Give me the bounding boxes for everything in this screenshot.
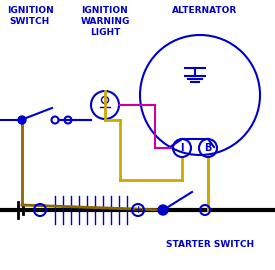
Circle shape: [18, 116, 26, 124]
Text: −: −: [35, 205, 45, 215]
Text: B: B: [204, 143, 212, 153]
Text: STARTER SWITCH: STARTER SWITCH: [166, 240, 254, 249]
Text: +: +: [133, 205, 143, 215]
Text: IGNITION
WARNING
LIGHT: IGNITION WARNING LIGHT: [80, 6, 130, 37]
Text: I: I: [180, 143, 184, 153]
Text: ALTERNATOR: ALTERNATOR: [172, 6, 238, 15]
Text: IGNITION
SWITCH: IGNITION SWITCH: [7, 6, 53, 26]
Circle shape: [158, 205, 168, 215]
